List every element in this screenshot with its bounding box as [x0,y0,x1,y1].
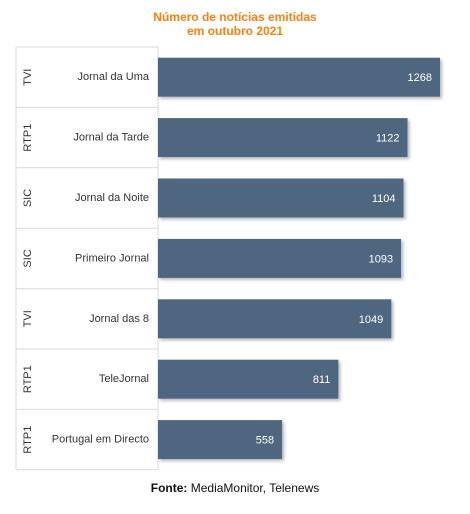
value-label: 1049 [359,314,383,326]
value-labels: 1268 1122 1104 1093 1049 811 558 [256,72,432,446]
bar [158,118,408,158]
channel-label: RTP1 [22,426,34,454]
value-label: 1093 [369,253,393,265]
chart-title: Número de notícias emitidas em outubro 2… [0,10,470,38]
value-label: 811 [313,374,331,386]
bar [158,178,404,218]
channel-label: SIC [22,189,34,207]
program-label: Jornal das 8 [89,313,149,325]
channel-label: TVI [22,310,34,327]
bar [158,299,392,339]
program-label: Jornal da Tarde [73,132,149,144]
channel-label: RTP1 [22,365,34,393]
bar [158,238,402,278]
source-text: MediaMonitor, Telenews [190,481,320,495]
program-label: Portugal em Directo [52,434,149,446]
chart-title-line-1: Número de notícias emitidas [153,10,317,24]
bars [158,57,440,460]
bar [158,359,339,399]
value-label: 1122 [376,133,400,145]
source-note: Fonte: MediaMonitor, Telenews [0,481,470,495]
program-label: Jornal da Noite [75,192,149,204]
value-label: 1104 [372,193,396,205]
channel-label: TVI [22,69,34,86]
bar [158,57,440,97]
chart-title-line-2: em outubro 2021 [186,24,284,38]
program-label: Jornal da Uma [77,71,149,83]
row-separators [15,46,159,471]
channel-label: RTP1 [22,124,34,152]
program-label: Primeiro Jornal [75,252,149,264]
value-label: 1268 [408,72,432,84]
program-label: TeleJornal [99,373,149,385]
value-label: 558 [256,435,274,447]
category-labels: TVI Jornal da Uma RTP1 Jornal da Tarde SIC Jo… [22,69,150,454]
source-label: Fonte: [150,481,188,495]
channel-label: SIC [22,249,34,267]
bar [158,420,283,460]
